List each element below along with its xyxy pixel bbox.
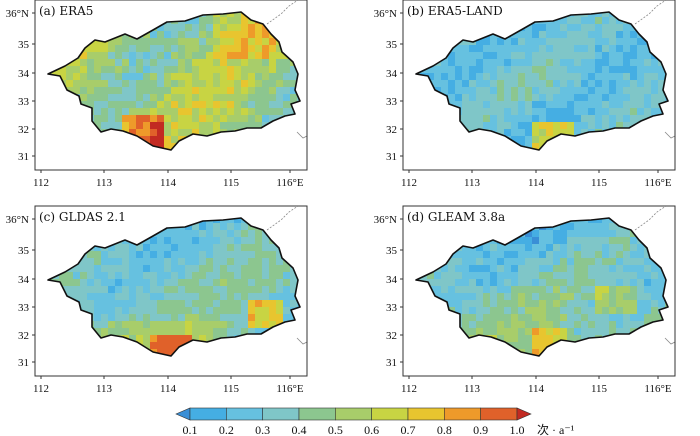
lat-tick-label: 32 bbox=[386, 330, 397, 342]
lat-tick-label: 32 bbox=[18, 330, 29, 342]
map-frame bbox=[402, 205, 676, 377]
lat-tick-label: 34 bbox=[18, 68, 30, 80]
lon-tick-label: 115 bbox=[591, 383, 608, 395]
colorbar-bin bbox=[226, 407, 263, 421]
lat-tick-label: 34 bbox=[18, 274, 30, 286]
colorbar-unit: 次 · a⁻¹ bbox=[537, 423, 575, 436]
colorbar-tick-label: 0.4 bbox=[292, 423, 307, 436]
lat-tick-label: 31 bbox=[386, 151, 397, 163]
province-border bbox=[664, 337, 676, 345]
colorbar-bin bbox=[335, 407, 372, 421]
province-border bbox=[296, 131, 308, 139]
colorbar-tick-label: 0.8 bbox=[437, 423, 452, 436]
lat-tick-label: 33 bbox=[18, 302, 30, 314]
lon-tick-label: 114 bbox=[528, 383, 545, 395]
panel-label: (c) GLDAS 2.1 bbox=[39, 210, 126, 224]
lon-tick-label: 112 bbox=[401, 383, 417, 395]
lon-tick-label: 113 bbox=[464, 383, 481, 395]
lat-tick-label: 33 bbox=[386, 96, 398, 108]
lat-tick-label: 33 bbox=[386, 302, 398, 314]
lat-tick-label: 32 bbox=[18, 124, 29, 136]
raster-field bbox=[48, 12, 300, 150]
colorbar-bin bbox=[407, 407, 445, 421]
lon-tick-label: 115 bbox=[223, 383, 240, 395]
lon-tick-label: 113 bbox=[96, 177, 113, 189]
basin-outline bbox=[415, 11, 669, 151]
map-frame bbox=[34, 205, 308, 377]
colorbar-tick-label: 0.5 bbox=[328, 423, 343, 436]
province-border bbox=[266, 0, 299, 25]
raster-field bbox=[416, 12, 668, 150]
province-border bbox=[634, 205, 667, 231]
panel-label: (b) ERA5-LAND bbox=[407, 4, 503, 18]
lat-tick-label: 34 bbox=[386, 274, 398, 286]
map-panel-4: (d) GLEAM 3.8a 112 113 114 115 116°E 36°N 35 34 3… bbox=[374, 205, 676, 395]
lon-tick-label: 114 bbox=[528, 177, 545, 189]
lat-tick-label: 36°N bbox=[6, 8, 29, 20]
colorbar-tick-label: 0.9 bbox=[473, 423, 488, 436]
colorbar-end-high bbox=[516, 407, 532, 421]
colorbar-tick-label: 1.0 bbox=[510, 423, 525, 436]
province-border bbox=[634, 0, 667, 25]
lat-tick-label: 35 bbox=[18, 39, 30, 51]
map-panel-3: (c) GLDAS 2.1 112 113 114 115 116°E 36°N 35 34 33… bbox=[6, 205, 308, 395]
lat-tick-label: 31 bbox=[386, 357, 397, 369]
lon-tick-label: 112 bbox=[33, 383, 49, 395]
colorbar-tick-label: 0.1 bbox=[183, 423, 198, 436]
colorbar-bin bbox=[444, 407, 481, 421]
lon-tick-label: 116°E bbox=[276, 177, 303, 189]
basin-outline bbox=[47, 11, 301, 151]
map-panel-1: (a) ERA5 112 113 114 115 116°E 36°N 35 34 33 32 31 bbox=[6, 0, 308, 189]
colorbar: 0.1 0.2 0.3 0.4 0.5 0.6 0.7 0.8 0.9 1.0 次 · a⁻¹ bbox=[175, 407, 575, 436]
colorbar-tick-label: 0.2 bbox=[219, 423, 234, 436]
basin-outline bbox=[415, 217, 669, 357]
lat-tick-label: 35 bbox=[386, 245, 398, 257]
map-frame bbox=[34, 0, 308, 171]
lon-tick-label: 116°E bbox=[276, 383, 303, 395]
province-border bbox=[664, 131, 676, 139]
raster-field bbox=[48, 218, 300, 356]
lon-tick-label: 112 bbox=[401, 177, 417, 189]
lon-tick-label: 115 bbox=[223, 177, 240, 189]
colorbar-end-low bbox=[175, 407, 191, 421]
lon-tick-label: 112 bbox=[33, 177, 49, 189]
colorbar-tick-label: 0.7 bbox=[401, 423, 416, 436]
lat-tick-label: 36°N bbox=[374, 8, 397, 20]
lon-tick-label: 115 bbox=[591, 177, 608, 189]
raster-field bbox=[416, 218, 668, 356]
lon-tick-label: 116°E bbox=[644, 177, 671, 189]
colorbar-bin bbox=[480, 407, 518, 421]
colorbar-tick-label: 0.3 bbox=[255, 423, 270, 436]
map-frame bbox=[402, 0, 676, 171]
map-panel-2: (b) ERA5-LAND 112 113 114 115 116°E 36°N 35 34 33… bbox=[374, 0, 676, 189]
lon-tick-label: 116°E bbox=[644, 383, 671, 395]
lat-tick-label: 31 bbox=[18, 151, 29, 163]
lat-tick-label: 31 bbox=[18, 357, 29, 369]
lat-tick-label: 36°N bbox=[6, 214, 29, 226]
province-border bbox=[296, 337, 308, 345]
lat-tick-label: 35 bbox=[18, 245, 30, 257]
lon-tick-label: 114 bbox=[160, 177, 177, 189]
lon-tick-label: 113 bbox=[96, 383, 113, 395]
lat-tick-label: 36°N bbox=[374, 214, 397, 226]
colorbar-bin bbox=[298, 407, 336, 421]
panel-label: (d) GLEAM 3.8a bbox=[407, 210, 505, 224]
colorbar-tick-label: 0.6 bbox=[364, 423, 379, 436]
colorbar-bin bbox=[189, 407, 227, 421]
colorbar-bin bbox=[262, 407, 300, 421]
basin-outline bbox=[47, 217, 301, 357]
lon-tick-label: 113 bbox=[464, 177, 481, 189]
lon-tick-label: 114 bbox=[160, 383, 177, 395]
panel-label: (a) ERA5 bbox=[39, 4, 93, 18]
province-border bbox=[266, 205, 299, 231]
lat-tick-label: 34 bbox=[386, 68, 398, 80]
lat-tick-label: 33 bbox=[18, 96, 30, 108]
colorbar-bin bbox=[371, 407, 409, 421]
lat-tick-label: 32 bbox=[386, 124, 397, 136]
lat-tick-label: 35 bbox=[386, 39, 398, 51]
